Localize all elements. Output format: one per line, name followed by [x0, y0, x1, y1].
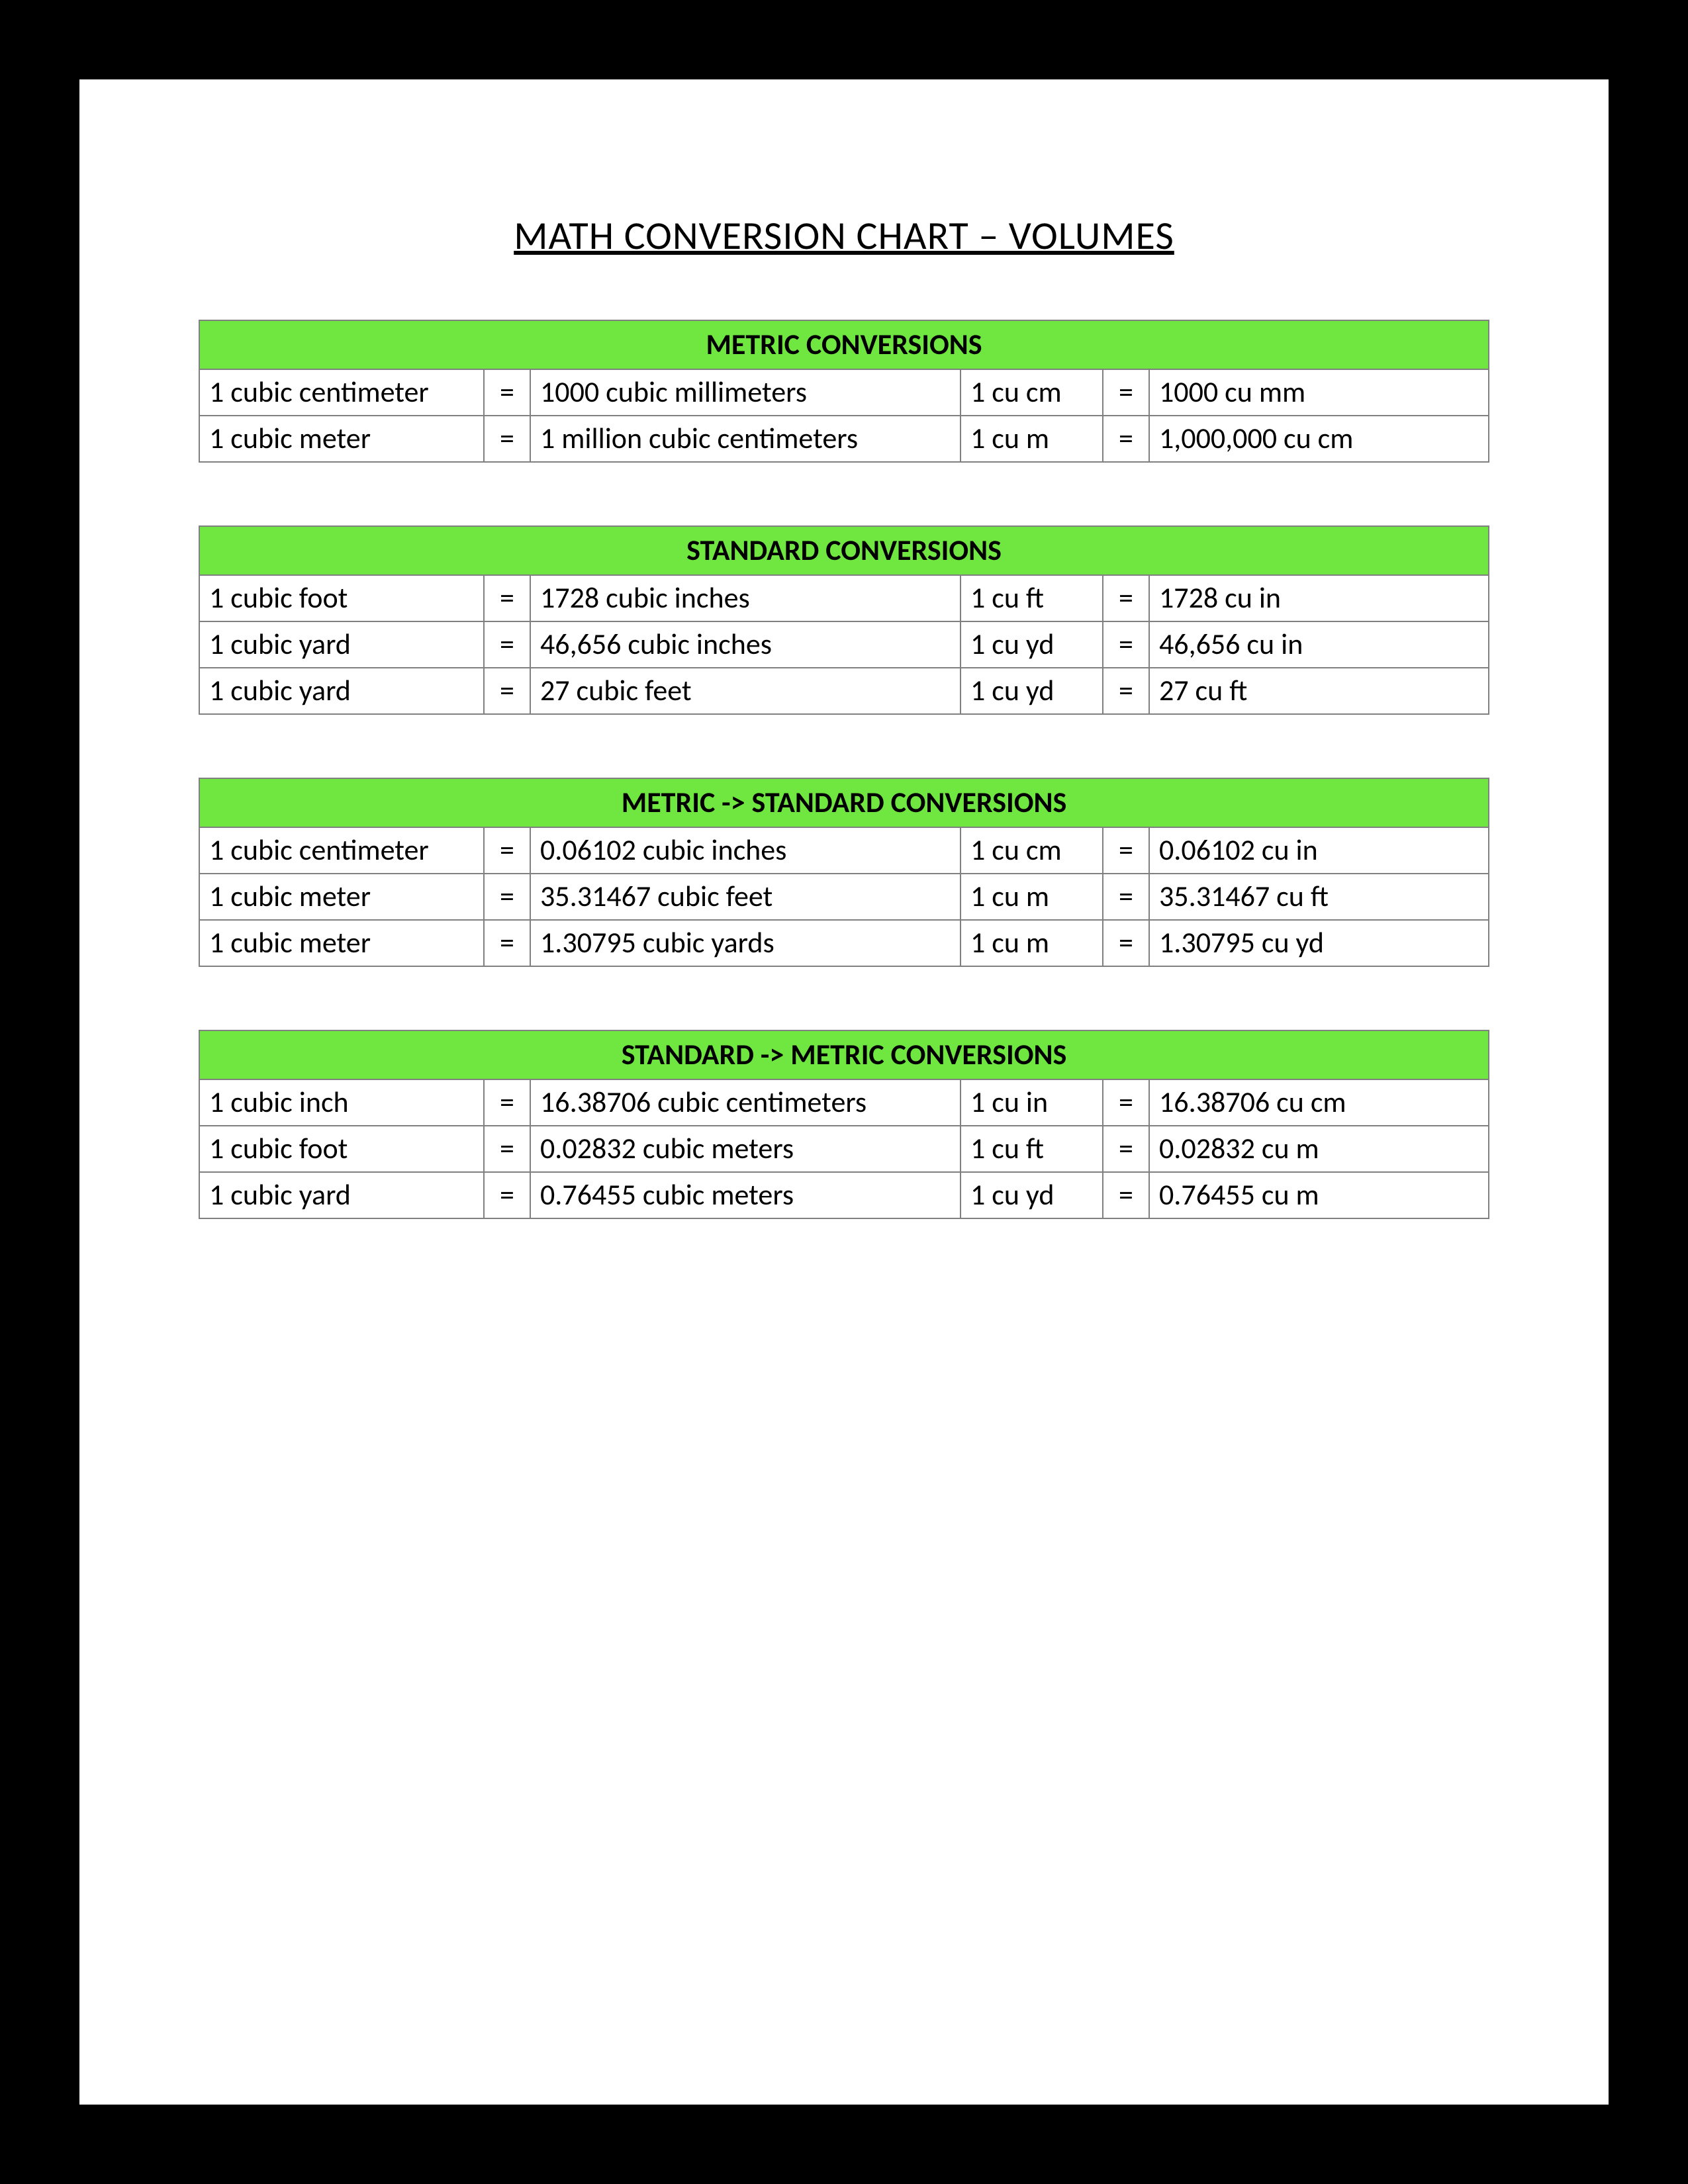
value-words-cell: 0.06102 cubic inches	[530, 827, 961, 874]
value-abbr-cell: 0.76455 cu m	[1149, 1172, 1489, 1218]
table-row: 1 cubic yard=27 cubic feet1 cu yd=27 cu …	[199, 668, 1489, 714]
unit-from-abbr-cell: 1 cu cm	[961, 369, 1103, 416]
conversion-table: STANDARD CONVERSIONS1 cubic foot=1728 cu…	[199, 525, 1489, 715]
unit-from-cell: 1 cubic centimeter	[199, 827, 484, 874]
value-words-cell: 0.02832 cubic meters	[530, 1126, 961, 1172]
equals-cell: =	[484, 369, 530, 416]
unit-from-abbr-cell: 1 cu m	[961, 416, 1103, 462]
value-words-cell: 27 cubic feet	[530, 668, 961, 714]
equals-cell: =	[1103, 874, 1149, 920]
section-header: STANDARD -> METRIC CONVERSIONS	[199, 1030, 1489, 1079]
unit-from-cell: 1 cubic foot	[199, 1126, 484, 1172]
equals-cell: =	[484, 920, 530, 966]
equals-cell: =	[484, 668, 530, 714]
value-abbr-cell: 0.02832 cu m	[1149, 1126, 1489, 1172]
conversion-table: METRIC -> STANDARD CONVERSIONS1 cubic ce…	[199, 778, 1489, 967]
unit-from-abbr-cell: 1 cu ft	[961, 1126, 1103, 1172]
conversion-table: STANDARD -> METRIC CONVERSIONS1 cubic in…	[199, 1030, 1489, 1219]
unit-from-abbr-cell: 1 cu m	[961, 874, 1103, 920]
equals-cell: =	[484, 621, 530, 668]
value-words-cell: 1 million cubic centimeters	[530, 416, 961, 462]
unit-from-cell: 1 cubic meter	[199, 416, 484, 462]
value-abbr-cell: 1000 cu mm	[1149, 369, 1489, 416]
value-words-cell: 16.38706 cubic centimeters	[530, 1079, 961, 1126]
section-header: METRIC CONVERSIONS	[199, 320, 1489, 369]
equals-cell: =	[1103, 369, 1149, 416]
table-row: 1 cubic centimeter=1000 cubic millimeter…	[199, 369, 1489, 416]
unit-from-abbr-cell: 1 cu yd	[961, 621, 1103, 668]
value-abbr-cell: 0.06102 cu in	[1149, 827, 1489, 874]
conversion-section: METRIC CONVERSIONS1 cubic centimeter=100…	[199, 320, 1489, 463]
section-header: METRIC -> STANDARD CONVERSIONS	[199, 778, 1489, 827]
value-abbr-cell: 35.31467 cu ft	[1149, 874, 1489, 920]
value-words-cell: 0.76455 cubic meters	[530, 1172, 961, 1218]
conversion-table: METRIC CONVERSIONS1 cubic centimeter=100…	[199, 320, 1489, 463]
value-abbr-cell: 1.30795 cu yd	[1149, 920, 1489, 966]
unit-from-cell: 1 cubic meter	[199, 920, 484, 966]
value-words-cell: 1728 cubic inches	[530, 575, 961, 621]
page-title: MATH CONVERSION CHART – VOLUMES	[199, 212, 1489, 260]
equals-cell: =	[484, 874, 530, 920]
equals-cell: =	[1103, 416, 1149, 462]
unit-from-cell: 1 cubic yard	[199, 621, 484, 668]
conversion-section: STANDARD -> METRIC CONVERSIONS1 cubic in…	[199, 1030, 1489, 1219]
unit-from-cell: 1 cubic yard	[199, 1172, 484, 1218]
unit-from-abbr-cell: 1 cu cm	[961, 827, 1103, 874]
equals-cell: =	[484, 1172, 530, 1218]
equals-cell: =	[484, 1079, 530, 1126]
equals-cell: =	[484, 1126, 530, 1172]
conversion-section: STANDARD CONVERSIONS1 cubic foot=1728 cu…	[199, 525, 1489, 715]
table-row: 1 cubic meter=35.31467 cubic feet1 cu m=…	[199, 874, 1489, 920]
page: MATH CONVERSION CHART – VOLUMES METRIC C…	[79, 79, 1609, 2105]
equals-cell: =	[1103, 1172, 1149, 1218]
table-row: 1 cubic foot=0.02832 cubic meters1 cu ft…	[199, 1126, 1489, 1172]
value-abbr-cell: 1728 cu in	[1149, 575, 1489, 621]
table-row: 1 cubic inch=16.38706 cubic centimeters1…	[199, 1079, 1489, 1126]
unit-from-abbr-cell: 1 cu yd	[961, 668, 1103, 714]
equals-cell: =	[484, 416, 530, 462]
value-words-cell: 35.31467 cubic feet	[530, 874, 961, 920]
table-row: 1 cubic meter=1.30795 cubic yards1 cu m=…	[199, 920, 1489, 966]
unit-from-abbr-cell: 1 cu m	[961, 920, 1103, 966]
equals-cell: =	[1103, 1126, 1149, 1172]
unit-from-abbr-cell: 1 cu yd	[961, 1172, 1103, 1218]
equals-cell: =	[484, 827, 530, 874]
equals-cell: =	[1103, 1079, 1149, 1126]
table-row: 1 cubic yard=0.76455 cubic meters1 cu yd…	[199, 1172, 1489, 1218]
sections-container: METRIC CONVERSIONS1 cubic centimeter=100…	[199, 320, 1489, 1219]
value-abbr-cell: 1,000,000 cu cm	[1149, 416, 1489, 462]
unit-from-abbr-cell: 1 cu in	[961, 1079, 1103, 1126]
unit-from-cell: 1 cubic centimeter	[199, 369, 484, 416]
unit-from-cell: 1 cubic inch	[199, 1079, 484, 1126]
equals-cell: =	[484, 575, 530, 621]
table-row: 1 cubic foot=1728 cubic inches1 cu ft=17…	[199, 575, 1489, 621]
table-row: 1 cubic meter=1 million cubic centimeter…	[199, 416, 1489, 462]
unit-from-cell: 1 cubic foot	[199, 575, 484, 621]
unit-from-cell: 1 cubic meter	[199, 874, 484, 920]
value-words-cell: 46,656 cubic inches	[530, 621, 961, 668]
equals-cell: =	[1103, 621, 1149, 668]
equals-cell: =	[1103, 827, 1149, 874]
table-row: 1 cubic yard=46,656 cubic inches1 cu yd=…	[199, 621, 1489, 668]
equals-cell: =	[1103, 920, 1149, 966]
table-row: 1 cubic centimeter=0.06102 cubic inches1…	[199, 827, 1489, 874]
value-words-cell: 1000 cubic millimeters	[530, 369, 961, 416]
value-abbr-cell: 46,656 cu in	[1149, 621, 1489, 668]
section-header: STANDARD CONVERSIONS	[199, 526, 1489, 575]
value-abbr-cell: 27 cu ft	[1149, 668, 1489, 714]
unit-from-abbr-cell: 1 cu ft	[961, 575, 1103, 621]
value-abbr-cell: 16.38706 cu cm	[1149, 1079, 1489, 1126]
value-words-cell: 1.30795 cubic yards	[530, 920, 961, 966]
equals-cell: =	[1103, 668, 1149, 714]
unit-from-cell: 1 cubic yard	[199, 668, 484, 714]
conversion-section: METRIC -> STANDARD CONVERSIONS1 cubic ce…	[199, 778, 1489, 967]
equals-cell: =	[1103, 575, 1149, 621]
